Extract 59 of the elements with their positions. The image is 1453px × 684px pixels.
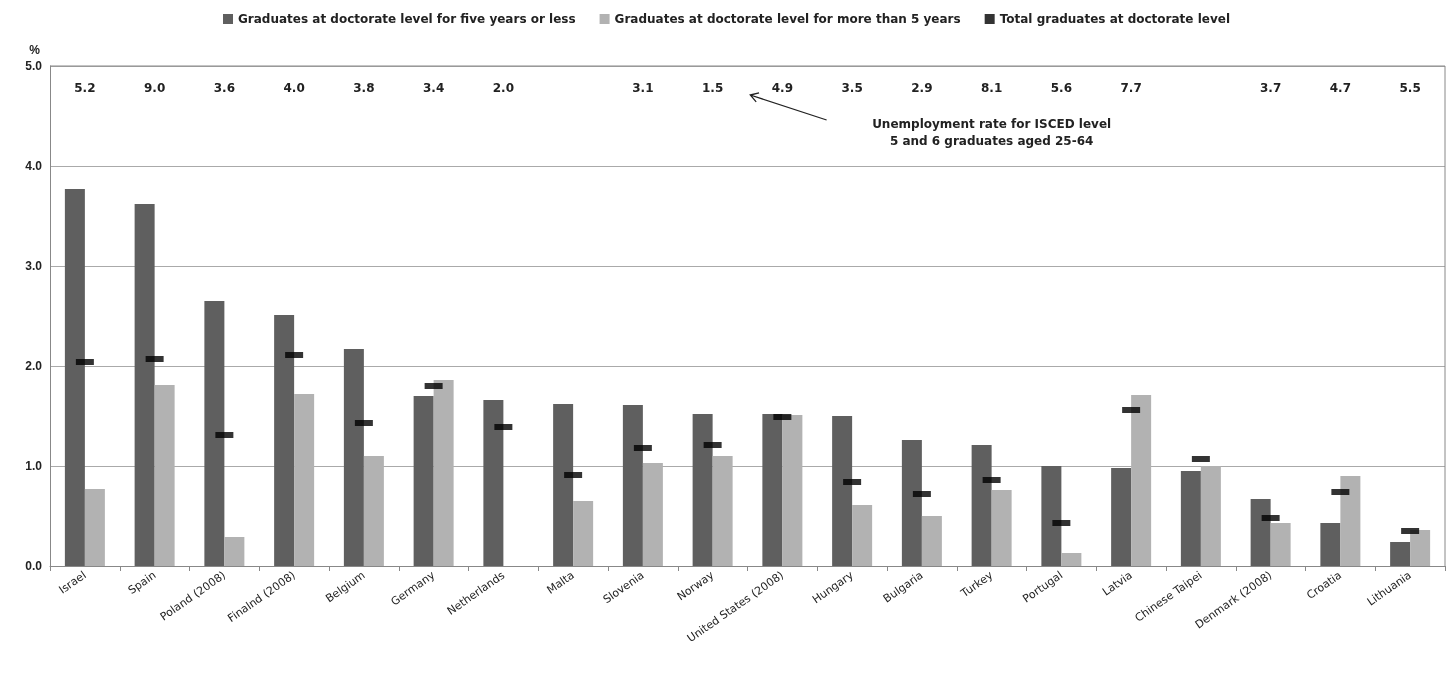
annotation: 8.1 <box>980 81 1003 95</box>
annotation: 5.5 <box>1399 81 1421 95</box>
bar <box>134 204 155 566</box>
bar <box>921 516 942 566</box>
y-tick-label: 1.0 <box>25 459 43 473</box>
bar <box>343 349 364 566</box>
bar <box>84 489 105 566</box>
bar <box>64 189 85 566</box>
bar <box>1041 466 1062 566</box>
bar <box>762 414 783 566</box>
legend-label: Graduates at doctorate level for five years or less <box>238 12 576 26</box>
bar <box>573 501 594 566</box>
annotation: 3.1 <box>632 81 654 95</box>
bar <box>901 440 922 566</box>
bar <box>991 490 1012 566</box>
y-tick-label: 3.0 <box>25 259 43 273</box>
bar <box>1180 471 1201 566</box>
annotation: 4.9 <box>771 81 794 95</box>
bar <box>1250 499 1271 566</box>
y-tick-label: 4.0 <box>25 159 43 173</box>
annotation: 5.2 <box>74 81 96 95</box>
y-tick-label: 2.0 <box>25 359 43 373</box>
annotation: 2.9 <box>911 81 933 95</box>
annotation: 3.8 <box>353 81 375 95</box>
y-tick-label: 0.0 <box>25 559 43 573</box>
annotation: 2.0 <box>492 81 515 95</box>
legend-label: Total graduates at doctorate level <box>999 12 1230 26</box>
bar <box>1320 523 1341 566</box>
bar <box>971 445 992 566</box>
bar <box>483 400 504 566</box>
bar <box>204 301 225 566</box>
bar <box>1061 553 1082 566</box>
y-axis-title: % <box>29 43 41 57</box>
bar <box>852 505 873 566</box>
legend-label: Graduates at doctorate level for more than 5 years <box>614 12 961 26</box>
annotation: 3.4 <box>422 81 445 95</box>
annotation: 3.6 <box>213 81 236 95</box>
bar <box>413 396 434 566</box>
annotation: 4.7 <box>1329 81 1352 95</box>
bar <box>692 414 713 566</box>
annotation: 3.7 <box>1259 81 1282 95</box>
bar <box>622 405 643 566</box>
bar <box>832 416 853 566</box>
annotation: 3.5 <box>841 81 863 95</box>
annotation: 7.7 <box>1120 81 1142 95</box>
annotation: 4.0 <box>283 81 305 95</box>
annotation: 9.0 <box>143 81 166 95</box>
bar <box>1340 476 1361 566</box>
bar <box>224 537 245 566</box>
bar <box>274 315 295 566</box>
annotation: Unemployment rate for ISCED level 5 and 6 graduates aged 25-64 <box>872 116 1112 148</box>
annotation: 1.5 <box>701 81 724 95</box>
y-tick-label: 5.0 <box>25 59 43 73</box>
bar <box>1410 530 1431 566</box>
annotation: 5.6 <box>1050 81 1073 95</box>
bar <box>1390 542 1411 566</box>
bar <box>553 404 574 566</box>
bar <box>1270 523 1291 566</box>
bar <box>1111 468 1132 566</box>
